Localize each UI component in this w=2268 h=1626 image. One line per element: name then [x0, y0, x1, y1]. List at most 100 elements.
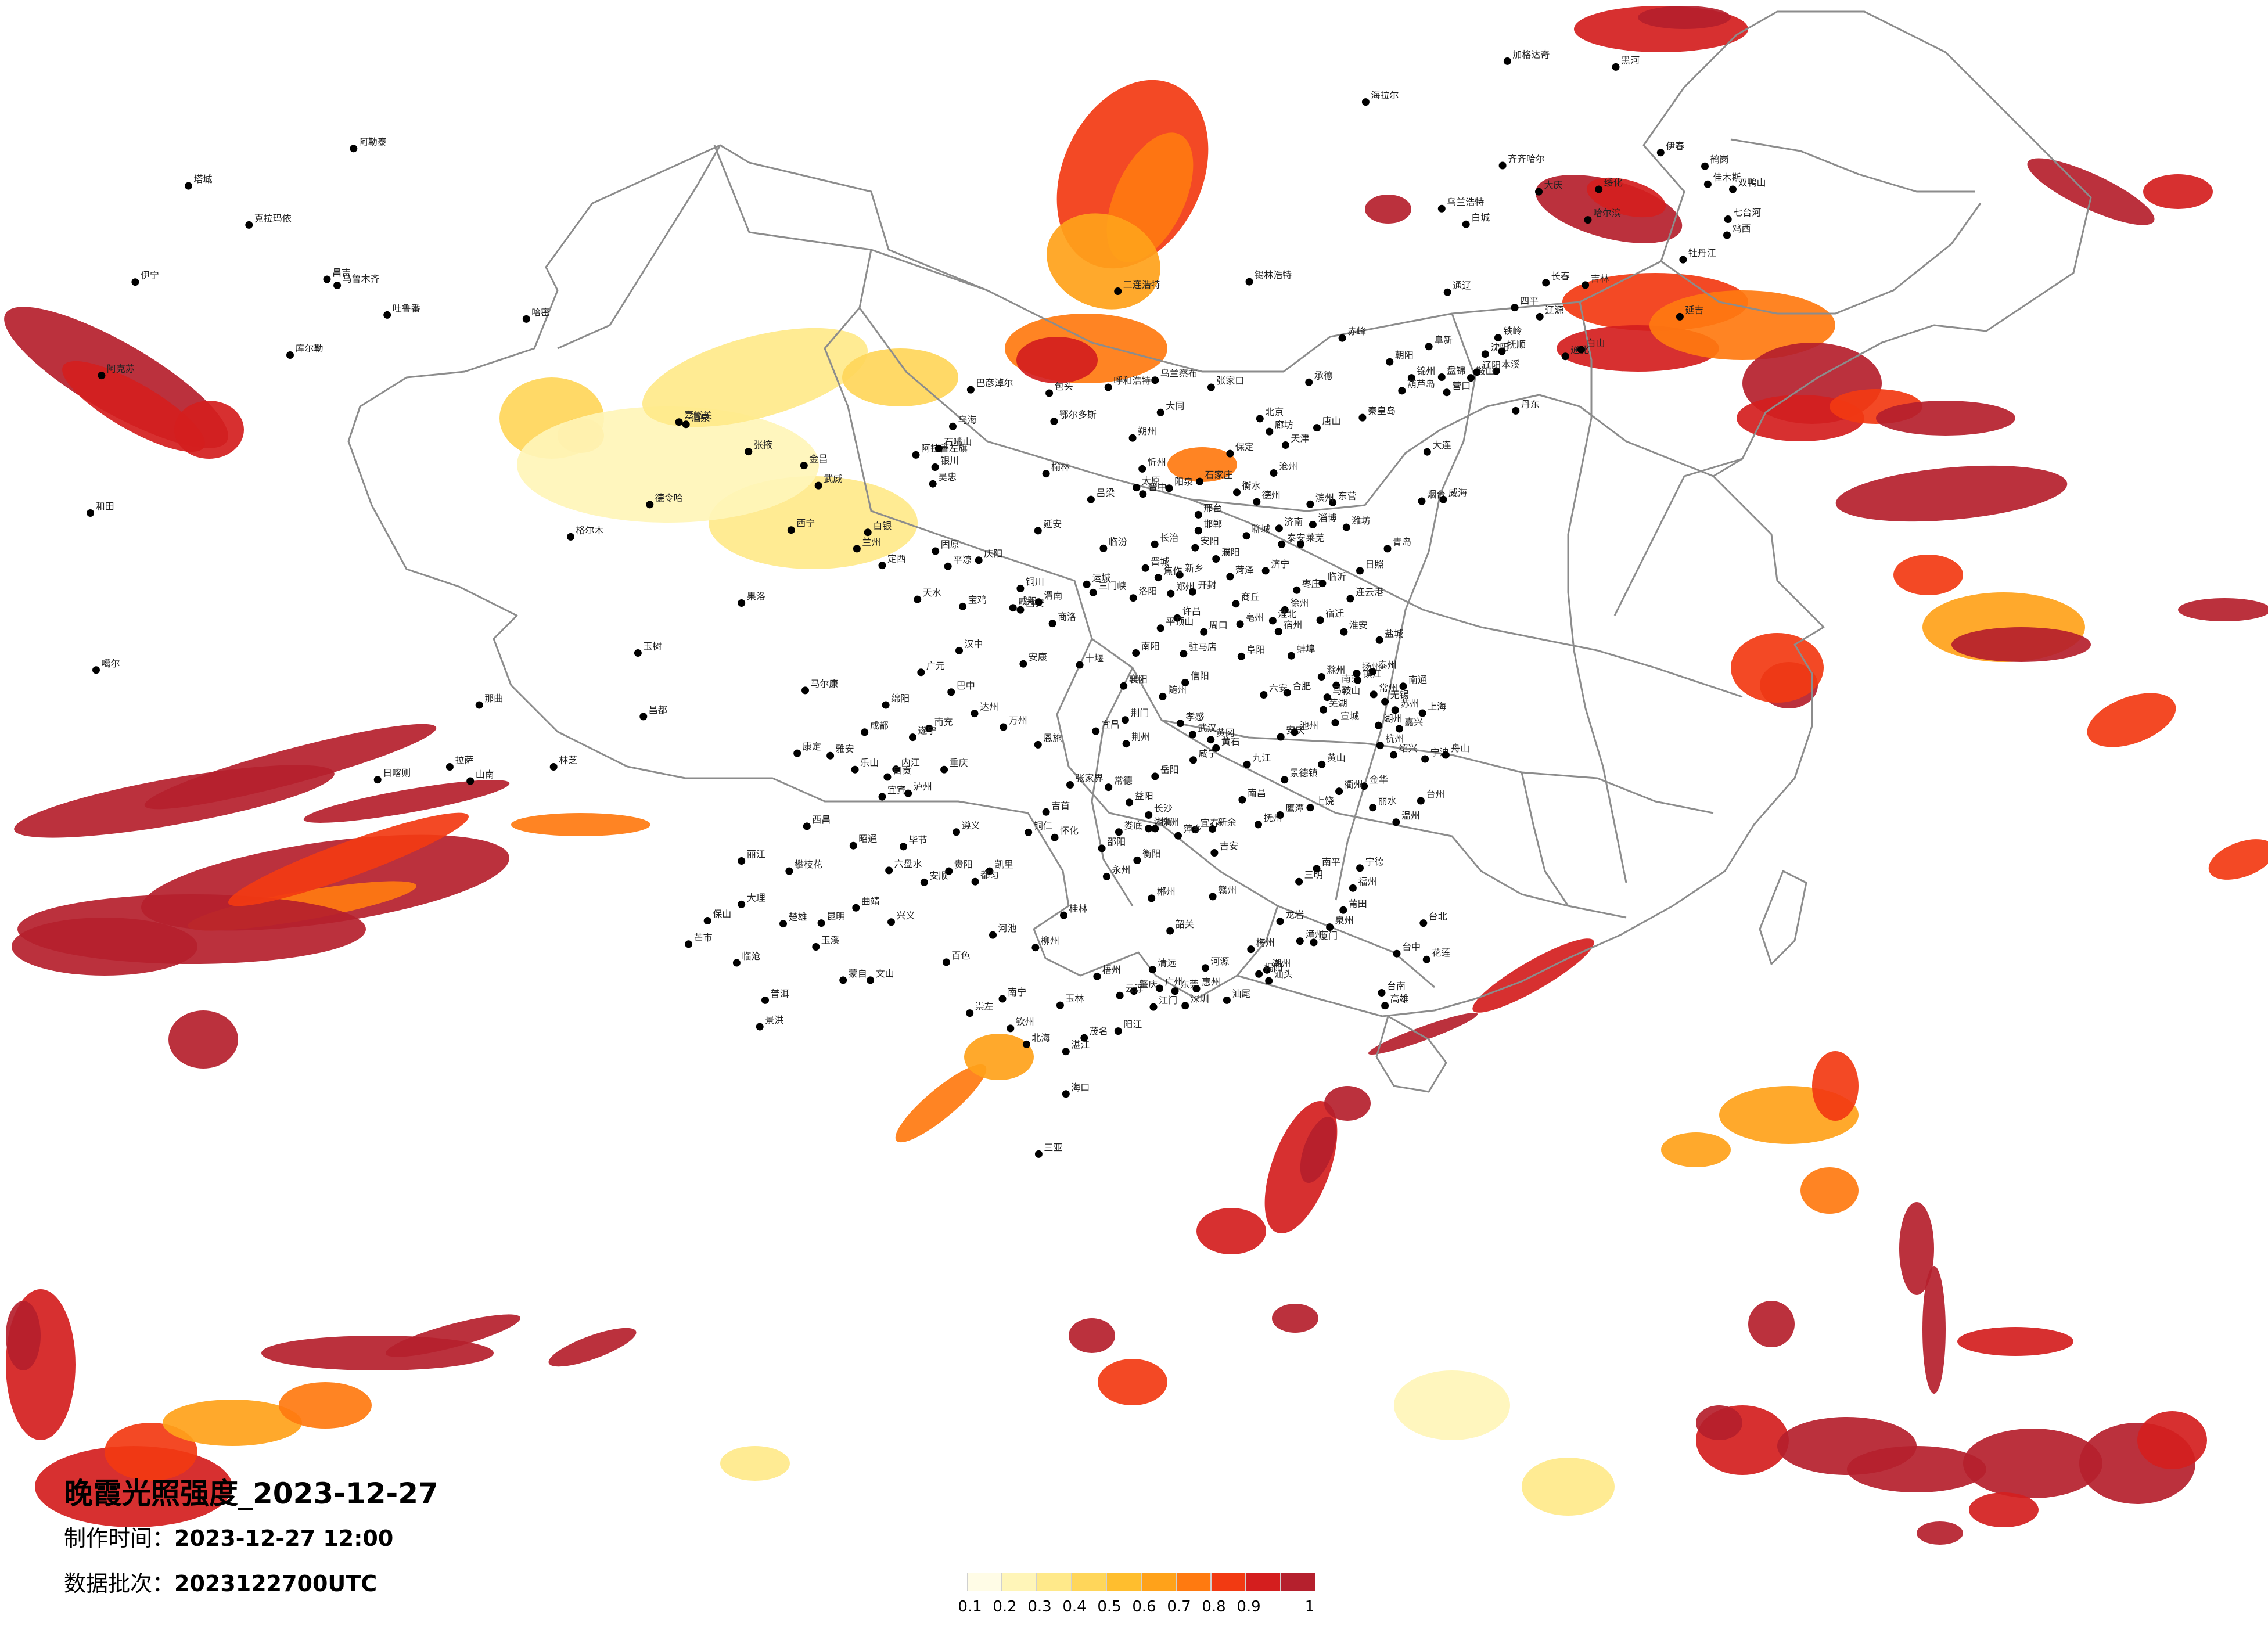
city-marker — [853, 545, 861, 553]
city-label: 昌吉 — [332, 267, 351, 278]
city-marker — [1009, 604, 1017, 612]
city-marker — [1139, 490, 1147, 498]
city-label: 玉溪 — [821, 935, 840, 946]
city-label: 滁州 — [1327, 665, 1345, 676]
city-label: 滨州 — [1315, 492, 1334, 503]
city-marker — [1326, 923, 1334, 931]
city-label: 保山 — [713, 909, 731, 920]
city-marker — [1306, 500, 1314, 508]
city-label: 萍乡 — [1184, 823, 1202, 834]
city-marker — [945, 867, 953, 875]
city-label: 长治 — [1160, 532, 1178, 543]
city-marker — [909, 733, 916, 742]
city-label: 台南 — [1387, 981, 1406, 992]
city-label: 武汉 — [1198, 722, 1216, 733]
city-marker — [1132, 649, 1140, 657]
city-label: 西昌 — [812, 814, 831, 825]
city-label: 马鞍山 — [1332, 685, 1360, 696]
city-label: 泸州 — [914, 781, 932, 792]
city-marker — [1335, 787, 1343, 796]
city-label: 玉林 — [1065, 993, 1084, 1004]
city-label: 宝鸡 — [968, 594, 987, 605]
city-label: 连云港 — [1356, 587, 1383, 598]
city-marker — [475, 701, 483, 709]
city-marker — [1236, 620, 1244, 628]
city-marker — [1561, 352, 1569, 361]
city-label: 河池 — [998, 923, 1017, 934]
city-marker — [800, 462, 808, 470]
city-marker — [1276, 811, 1284, 819]
city-marker — [1116, 991, 1124, 999]
city-label: 辽源 — [1545, 304, 1563, 315]
legend-tick-label: 0.2 — [993, 1598, 1017, 1616]
city-marker — [1584, 216, 1592, 224]
city-marker — [1287, 652, 1295, 660]
city-label: 和田 — [96, 501, 114, 512]
city-marker — [1356, 567, 1364, 575]
legend-tick-label: 0.3 — [1027, 1598, 1052, 1616]
city-label: 崇左 — [975, 1001, 994, 1012]
glow-cell — [1661, 1132, 1731, 1167]
city-label: 南平 — [1322, 857, 1340, 868]
glow-cell — [1324, 1086, 1371, 1121]
city-marker — [1340, 628, 1348, 636]
city-marker — [1031, 944, 1040, 952]
city-label: 辽阳 — [1482, 360, 1501, 371]
city-marker — [1238, 796, 1246, 804]
city-label: 日喀则 — [383, 768, 411, 779]
city-marker — [801, 686, 809, 695]
city-label: 自贡 — [893, 765, 911, 776]
city-marker — [1025, 828, 1033, 836]
city-label: 铁岭 — [1503, 326, 1522, 337]
city-marker — [826, 751, 835, 760]
city-label: 长春 — [1551, 271, 1570, 282]
city-marker — [1679, 256, 1687, 264]
city-marker — [1439, 495, 1447, 503]
glow-intensity-layer — [4, 6, 2268, 1545]
city-label: 绵阳 — [891, 693, 910, 704]
city-label: 汉中 — [965, 638, 983, 649]
city-marker — [1494, 334, 1502, 342]
glow-cell — [1835, 465, 2068, 522]
city-marker — [1503, 57, 1511, 65]
glow-cell — [1167, 447, 1237, 482]
city-label: 丽水 — [1378, 796, 1397, 807]
city-marker — [1007, 1024, 1015, 1033]
city-label: 延吉 — [1685, 304, 1703, 315]
glow-cell — [2137, 1411, 2207, 1469]
city-marker — [1360, 782, 1368, 790]
city-marker — [1393, 949, 1401, 958]
boundary-line — [713, 145, 988, 292]
city-marker — [1392, 818, 1400, 826]
glow-cell — [1696, 1405, 1742, 1440]
city-label: 南通 — [1408, 674, 1427, 685]
city-marker — [1281, 606, 1289, 614]
production-time: 制作时间：2023-12-27 12:00 — [64, 1520, 393, 1552]
city-marker — [1283, 689, 1291, 697]
city-label: 贵阳 — [954, 859, 973, 870]
city-marker — [861, 728, 869, 736]
city-marker — [1467, 374, 1475, 382]
city-marker — [1511, 304, 1519, 312]
city-label: 廊坊 — [1275, 419, 1293, 430]
glow-cell — [163, 1400, 302, 1446]
boundary-line — [1521, 772, 1569, 906]
city-label: 本溪 — [1501, 359, 1520, 370]
city-label: 内江 — [901, 757, 920, 768]
city-label: 凯里 — [995, 859, 1013, 870]
city-label: 厦门 — [1319, 930, 1338, 941]
city-marker — [1192, 985, 1201, 992]
glow-cell — [279, 1382, 372, 1429]
city-marker — [756, 1023, 764, 1031]
glow-cell — [1847, 1446, 1986, 1492]
city-label: 固原 — [941, 539, 959, 550]
city-marker — [1381, 697, 1389, 706]
city-marker — [971, 877, 979, 886]
city-marker — [1422, 955, 1430, 963]
boundary-line — [1730, 138, 1975, 193]
city-label: 泉州 — [1335, 915, 1354, 926]
data-batch-label: 数据批次： — [64, 1571, 175, 1596]
city-marker — [1270, 469, 1278, 477]
city-label: 承德 — [1314, 370, 1333, 381]
city-label: 亳州 — [1245, 612, 1264, 623]
